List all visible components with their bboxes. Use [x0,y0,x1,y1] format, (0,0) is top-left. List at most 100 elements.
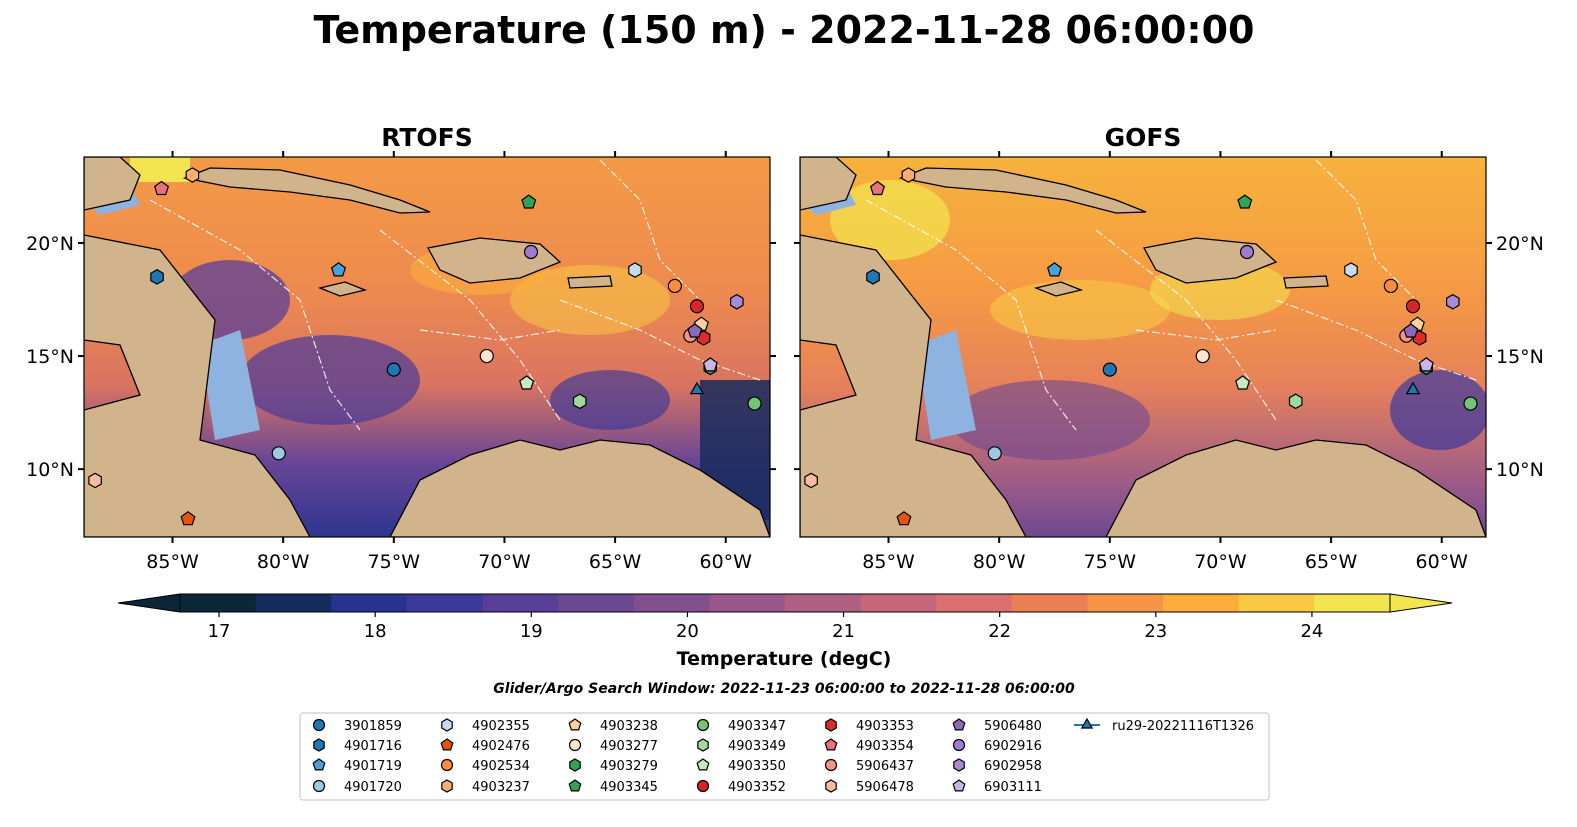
lon-tick-label: 70°W [1194,551,1247,573]
float-marker-4903237 [901,167,916,183]
legend-marker [696,718,710,732]
map-frame-gofs [799,156,1487,538]
float-marker-3901859 [386,362,401,377]
colorbar-segment [180,594,257,612]
colorbar-segment [633,594,710,612]
legend-label: 4902476 [472,739,530,754]
float-marker-4901720 [271,446,286,461]
float-marker-4903277 [1195,348,1210,364]
colorbar-frame [179,593,1391,613]
legend-marker [696,758,710,771]
colorbar-extend-max [1389,593,1453,613]
lat-tick-label: 15°N [1496,346,1544,368]
float-markers-gofs [804,167,1478,526]
axis-ticks-gofs: 85°W 80°W 75°W 70°W 65°W 60°W 20°N 15°N 10°N [794,151,1544,573]
legend-item: 4903238 [568,718,658,734]
eez-boundaries [865,159,1477,431]
lon-tick-label: 65°W [589,551,642,573]
lat-tick-label: 20°N [26,233,74,255]
legend-label: 4903354 [856,739,914,754]
legend-item: 4903277 [568,738,658,754]
land-cuba [182,167,431,214]
float-marker-5906478 [88,472,102,489]
legend-item: 4903347 [696,718,786,734]
legend-item: 4903354 [824,738,914,754]
legend-label: 5906437 [856,759,914,774]
legend-label: 4901719 [344,759,402,774]
land-central-america [84,234,311,537]
legend-marker [312,718,326,732]
colorbar-segment [860,594,937,612]
float-marker-6902916 [1239,244,1255,260]
land-yucatan [800,157,857,211]
legend-marker [952,738,966,752]
legend-marker [824,758,838,772]
legend-marker [440,738,454,751]
legend-item: 4903349 [697,738,786,754]
legend-item: 3901859 [312,718,402,734]
float-marker-4902355 [1344,262,1358,278]
map-frame-rtofs [83,156,771,538]
legend-marker [824,738,838,751]
colorbar-tick-label: 21 [832,621,855,642]
legend-label: 4902534 [472,759,530,774]
lon-tick-label: 85°W [146,551,199,573]
float-marker-4903352 [1405,299,1421,314]
colorbar-tick-label: 24 [1300,621,1323,642]
float-marker-4903347 [1463,396,1478,411]
cool-eddy [950,380,1150,460]
colorbar-segment [1087,594,1164,612]
legend-item: 4903345 [568,779,658,795]
float-marker-4903277 [479,348,494,364]
colorbar-extend-min [117,593,181,613]
lat-tick-label: 10°N [26,459,74,481]
legend-label: 4903277 [600,739,658,754]
float-marker-4903350 [519,375,535,390]
legend-label: 4903237 [472,780,530,795]
legend-frame [299,712,1270,801]
legend-label: 4901720 [344,780,402,795]
legend-item: 5906478 [825,779,914,795]
lon-tick-label: 75°W [1084,551,1137,573]
legend-item: 6902958 [953,758,1042,774]
warm-eddy [510,265,670,335]
colorbar-tick-label: 20 [676,621,699,642]
lon-tick-label: 60°W [1416,551,1469,573]
cool-eddy [240,335,420,425]
panel-title-rtofs: RTOFS [381,123,473,152]
warm-eddy [990,280,1170,340]
lon-tick-label: 70°W [478,551,531,573]
float-legend: 3901859 4901716 4901719 4901720 4902355 49024… [299,712,1270,801]
legend-item: 6902916 [952,738,1042,754]
float-marker-4903354 [153,180,170,196]
legend-label: 4903347 [728,719,786,734]
legend-marker [696,779,710,793]
float-marker-6903111 [1418,357,1434,372]
float-marker-4903349 [572,393,587,410]
land-jamaica [1033,281,1084,297]
float-marker-4902476 [180,511,196,526]
float-marker-ru29-20221116T1326 [689,381,705,395]
map-panel-rtofs: RTOFS [26,123,776,573]
float-marker-4902534 [1383,278,1398,294]
float-marker-4901719 [1046,262,1063,277]
legend-marker [441,718,453,732]
legend-marker [825,779,837,793]
float-markers-rtofs [88,167,762,526]
legend-label: 4903352 [728,780,786,795]
colorbar-segment [936,594,1013,612]
colorbar-segment [331,594,408,612]
colorbar-tick-label: 22 [988,621,1011,642]
legend-item: 6903111 [952,779,1042,795]
float-marker-4903345 [1237,194,1253,209]
float-marker-4901720 [987,446,1002,461]
lat-tick-label: 10°N [1496,459,1544,481]
legend-marker [568,779,582,792]
land-puerto-rico [1283,275,1329,289]
lat-tick-label: 15°N [26,346,74,368]
legend-label: 3901859 [344,719,402,734]
search-window-text: Glider/Argo Search Window: 2022-11-23 06… [493,681,1075,697]
shelf-shallow-water [916,330,976,440]
legend-marker [440,758,454,772]
